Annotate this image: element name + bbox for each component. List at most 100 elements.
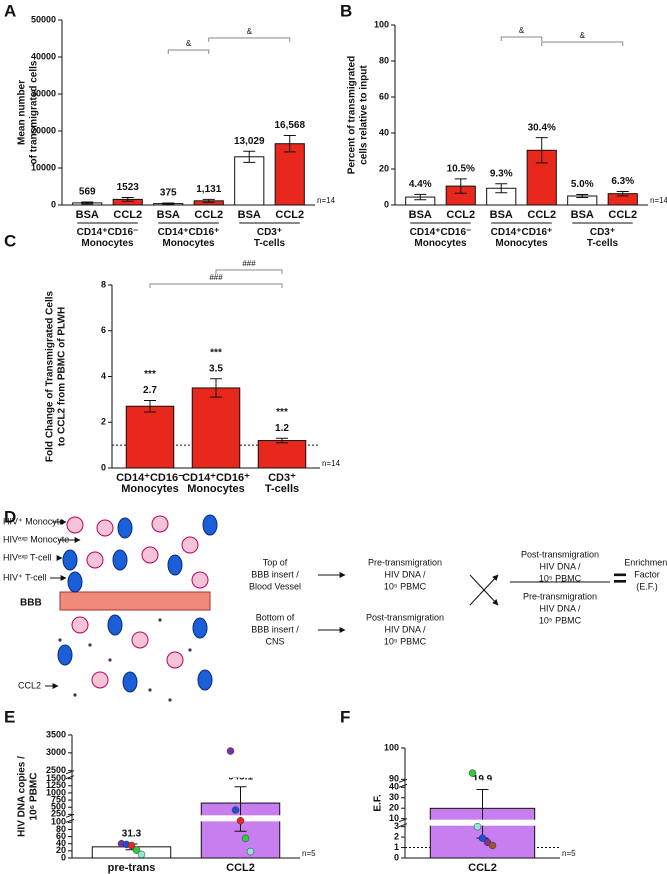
y-tick-label: 0 [51, 199, 56, 209]
y-axis-label: Mean number [17, 80, 28, 145]
value-label: 13,029 [234, 136, 265, 147]
diagram: D HIV⁺ Monocyte HIVᵉˣᵖ Monocyte HIVᵉˣᵖ T… [3, 507, 610, 702]
y-tick-label: 40 [56, 838, 66, 848]
cell-label: HIVᵉˣᵖ T-cell [3, 552, 52, 562]
y-tick-label: 1 [394, 842, 399, 852]
data-point [137, 850, 146, 859]
equals: = [613, 565, 627, 592]
diagram-text: 10⁵ PBMC [384, 636, 427, 646]
error-bar [495, 183, 508, 194]
y-tick-label: 20 [389, 803, 399, 813]
diagram-text: 10⁵ PBMC [384, 581, 427, 591]
y-tick-label: 0 [101, 462, 106, 472]
x-tick-label: CCL2 [468, 862, 497, 874]
diagram-text: BBB insert / [251, 624, 299, 634]
x-tick-label: pre-trans [108, 862, 156, 874]
arrows [45, 519, 499, 689]
y-tick-label: 20000 [31, 125, 56, 135]
bracket [167, 49, 210, 54]
break-mark [65, 770, 75, 780]
value-label: 5.0% [571, 179, 594, 190]
value-label: 1,131 [196, 184, 221, 195]
x-tick-label: CCL2 [113, 209, 142, 221]
value-label: 2.7 [143, 385, 157, 396]
panel-label: C [4, 231, 16, 250]
group-label: CD14⁺CD16⁺ Monocytes [491, 227, 553, 249]
bracket [215, 269, 283, 274]
y-tick-label: 1000 [46, 787, 66, 797]
cells [66, 515, 209, 689]
sample-size: n=5 [302, 849, 316, 858]
diagram-text: CNS [265, 636, 284, 646]
diagram-text: Factor [634, 569, 660, 579]
chart: C Fold Change of Transmigrated Cells to CC… [4, 231, 341, 494]
error-bar [616, 191, 629, 197]
axis-break [399, 819, 560, 826]
panel-label: E [4, 707, 15, 726]
data-point [236, 816, 245, 825]
sample-size: n=5 [562, 849, 576, 858]
y-tick-label: 250 [51, 809, 66, 819]
y-tick-label: 6 [101, 325, 106, 335]
y-tick-label: 3 [394, 821, 399, 831]
error-bar [144, 400, 156, 413]
data-point [226, 747, 235, 755]
diagram-text: Top of [263, 557, 288, 567]
y-tick-label: 2500 [46, 765, 66, 775]
sample-size: n=14 [322, 459, 341, 468]
y-tick-label: 30 [389, 792, 399, 802]
cell-label: BBB [20, 598, 42, 609]
y-tick-label: 60 [56, 831, 66, 841]
y-tick-label: 100 [384, 742, 399, 752]
x-tick-label: BSA [571, 209, 594, 221]
y-tick-label: 30000 [31, 88, 56, 98]
y-tick-label: 10000 [31, 162, 56, 172]
y-axis-label: 10⁶ PBMC [29, 773, 40, 821]
sample-size: n=14 [317, 196, 336, 205]
value-label: 569 [79, 187, 96, 198]
error-bar [121, 197, 134, 202]
value-label: 19.9 [473, 774, 493, 785]
y-axis-label: Fold Change of Transmigrated Cells [45, 290, 56, 462]
y-axis-label: cells relative to input [359, 65, 370, 165]
axis-break [66, 771, 300, 778]
diagram-text: Post-transmigration [521, 549, 599, 559]
annotation: & [247, 27, 253, 36]
y-tick-label: 1500 [46, 773, 66, 783]
panel-label: F [340, 707, 350, 726]
error-bar [454, 178, 467, 194]
y-tick-label: 3500 [46, 729, 66, 739]
error-bar [243, 150, 256, 163]
significance: *** [210, 347, 222, 358]
y-tick-label: 80 [56, 824, 66, 834]
y-tick-label: 10 [389, 813, 399, 823]
bracket [208, 37, 291, 42]
diagram-text: HIV DNA / [539, 561, 581, 571]
diagram-text: Pre-transmigration [368, 557, 442, 567]
y-tick-label: 20 [379, 163, 389, 173]
bar [125, 405, 175, 469]
error-bar [535, 137, 548, 164]
significance: *** [144, 369, 156, 380]
x-tick-label: BSA [76, 209, 99, 221]
value-label: 9.3% [490, 168, 513, 179]
x-tick-label: BSA [238, 209, 261, 221]
y-tick-label: 80 [379, 55, 389, 65]
data-point [231, 806, 240, 814]
value-label: 10.5% [447, 164, 475, 175]
y-tick-label: 40 [379, 127, 389, 137]
value-label: 31.3 [122, 829, 142, 840]
diagram-text: 10⁵ PBMC [539, 573, 582, 583]
y-tick-label: 40000 [31, 51, 56, 61]
annotation: & [580, 31, 586, 40]
break-mark [398, 818, 408, 828]
x-tick-label: CCL2 [608, 209, 637, 221]
error-bar [162, 202, 175, 205]
diagram-text: Enrichment [624, 557, 667, 567]
cell-label: HIV⁺ T-cell [3, 572, 47, 582]
y-tick-label: 1250 [46, 780, 66, 790]
diagram-text: HIV DNA / [539, 603, 581, 613]
bracket [149, 283, 283, 288]
data-point [246, 847, 255, 856]
